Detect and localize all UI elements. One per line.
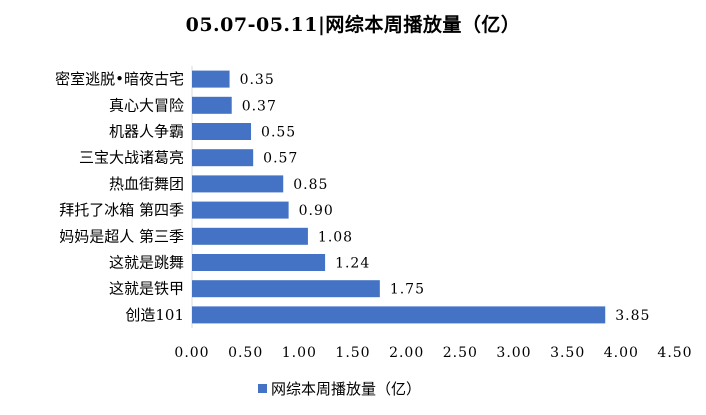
data-label: 1.24 (335, 256, 370, 272)
category-label: 创造101 (125, 306, 184, 324)
data-label: 0.85 (293, 177, 328, 193)
category-label: 拜托了冰箱 第四季 (59, 201, 184, 219)
bar (192, 280, 380, 298)
bar (192, 70, 230, 88)
chart-title: 05.07-05.11|网综本周播放量（亿） (185, 14, 521, 36)
x-tick-label: 2.00 (389, 345, 424, 361)
x-tick-label: 2.50 (443, 345, 478, 361)
legend-label: 网综本周播放量（亿） (271, 380, 421, 398)
category-label: 机器人争霸 (109, 123, 184, 141)
category-label: 真心大冒险 (109, 96, 184, 114)
bar (192, 149, 254, 167)
x-tick-label: 3.50 (550, 345, 585, 361)
x-tick-label: 4.50 (657, 345, 692, 361)
data-label: 0.35 (240, 72, 275, 88)
x-tick-label: 3.00 (496, 345, 531, 361)
category-label: 三宝大战诸葛亮 (79, 149, 184, 167)
data-label: 0.90 (299, 203, 334, 219)
category-label: 热血街舞团 (109, 175, 184, 193)
x-tick-label: 0.50 (228, 345, 263, 361)
bar (192, 254, 326, 271)
data-label: 0.55 (261, 125, 296, 141)
data-label: 0.57 (263, 151, 298, 167)
bar (192, 201, 289, 219)
bar (192, 306, 606, 324)
x-tick-label: 1.00 (282, 345, 317, 361)
data-label: 1.08 (318, 229, 353, 245)
data-label: 0.37 (242, 98, 277, 114)
bar (192, 175, 284, 193)
category-label: 这就是铁甲 (109, 280, 184, 298)
plot-area: 密室逃脱•暗夜古宅 0.35 真心大冒险 0.37 机器人争霸 0.55 三宝大战诸葛亮 0.… (55, 66, 650, 328)
bar (192, 96, 232, 114)
x-axis: 0.00 0.50 1.00 1.50 2.00 2.50 3.00 3.50 4.00 4.50 (174, 345, 692, 361)
legend: 网综本周播放量（亿） (258, 380, 421, 398)
category-label: 密室逃脱•暗夜古宅 (55, 70, 184, 88)
category-label: 妈妈是超人 第三季 (59, 227, 184, 245)
bar (192, 227, 308, 245)
legend-swatch (258, 384, 267, 393)
x-tick-label: 1.50 (335, 345, 370, 361)
bar (192, 123, 252, 140)
data-label: 3.85 (615, 308, 650, 324)
category-label: 这就是跳舞 (109, 254, 184, 272)
data-label: 1.75 (390, 282, 425, 298)
x-tick-label: 4.00 (604, 345, 639, 361)
x-tick-label: 0.00 (174, 345, 209, 361)
